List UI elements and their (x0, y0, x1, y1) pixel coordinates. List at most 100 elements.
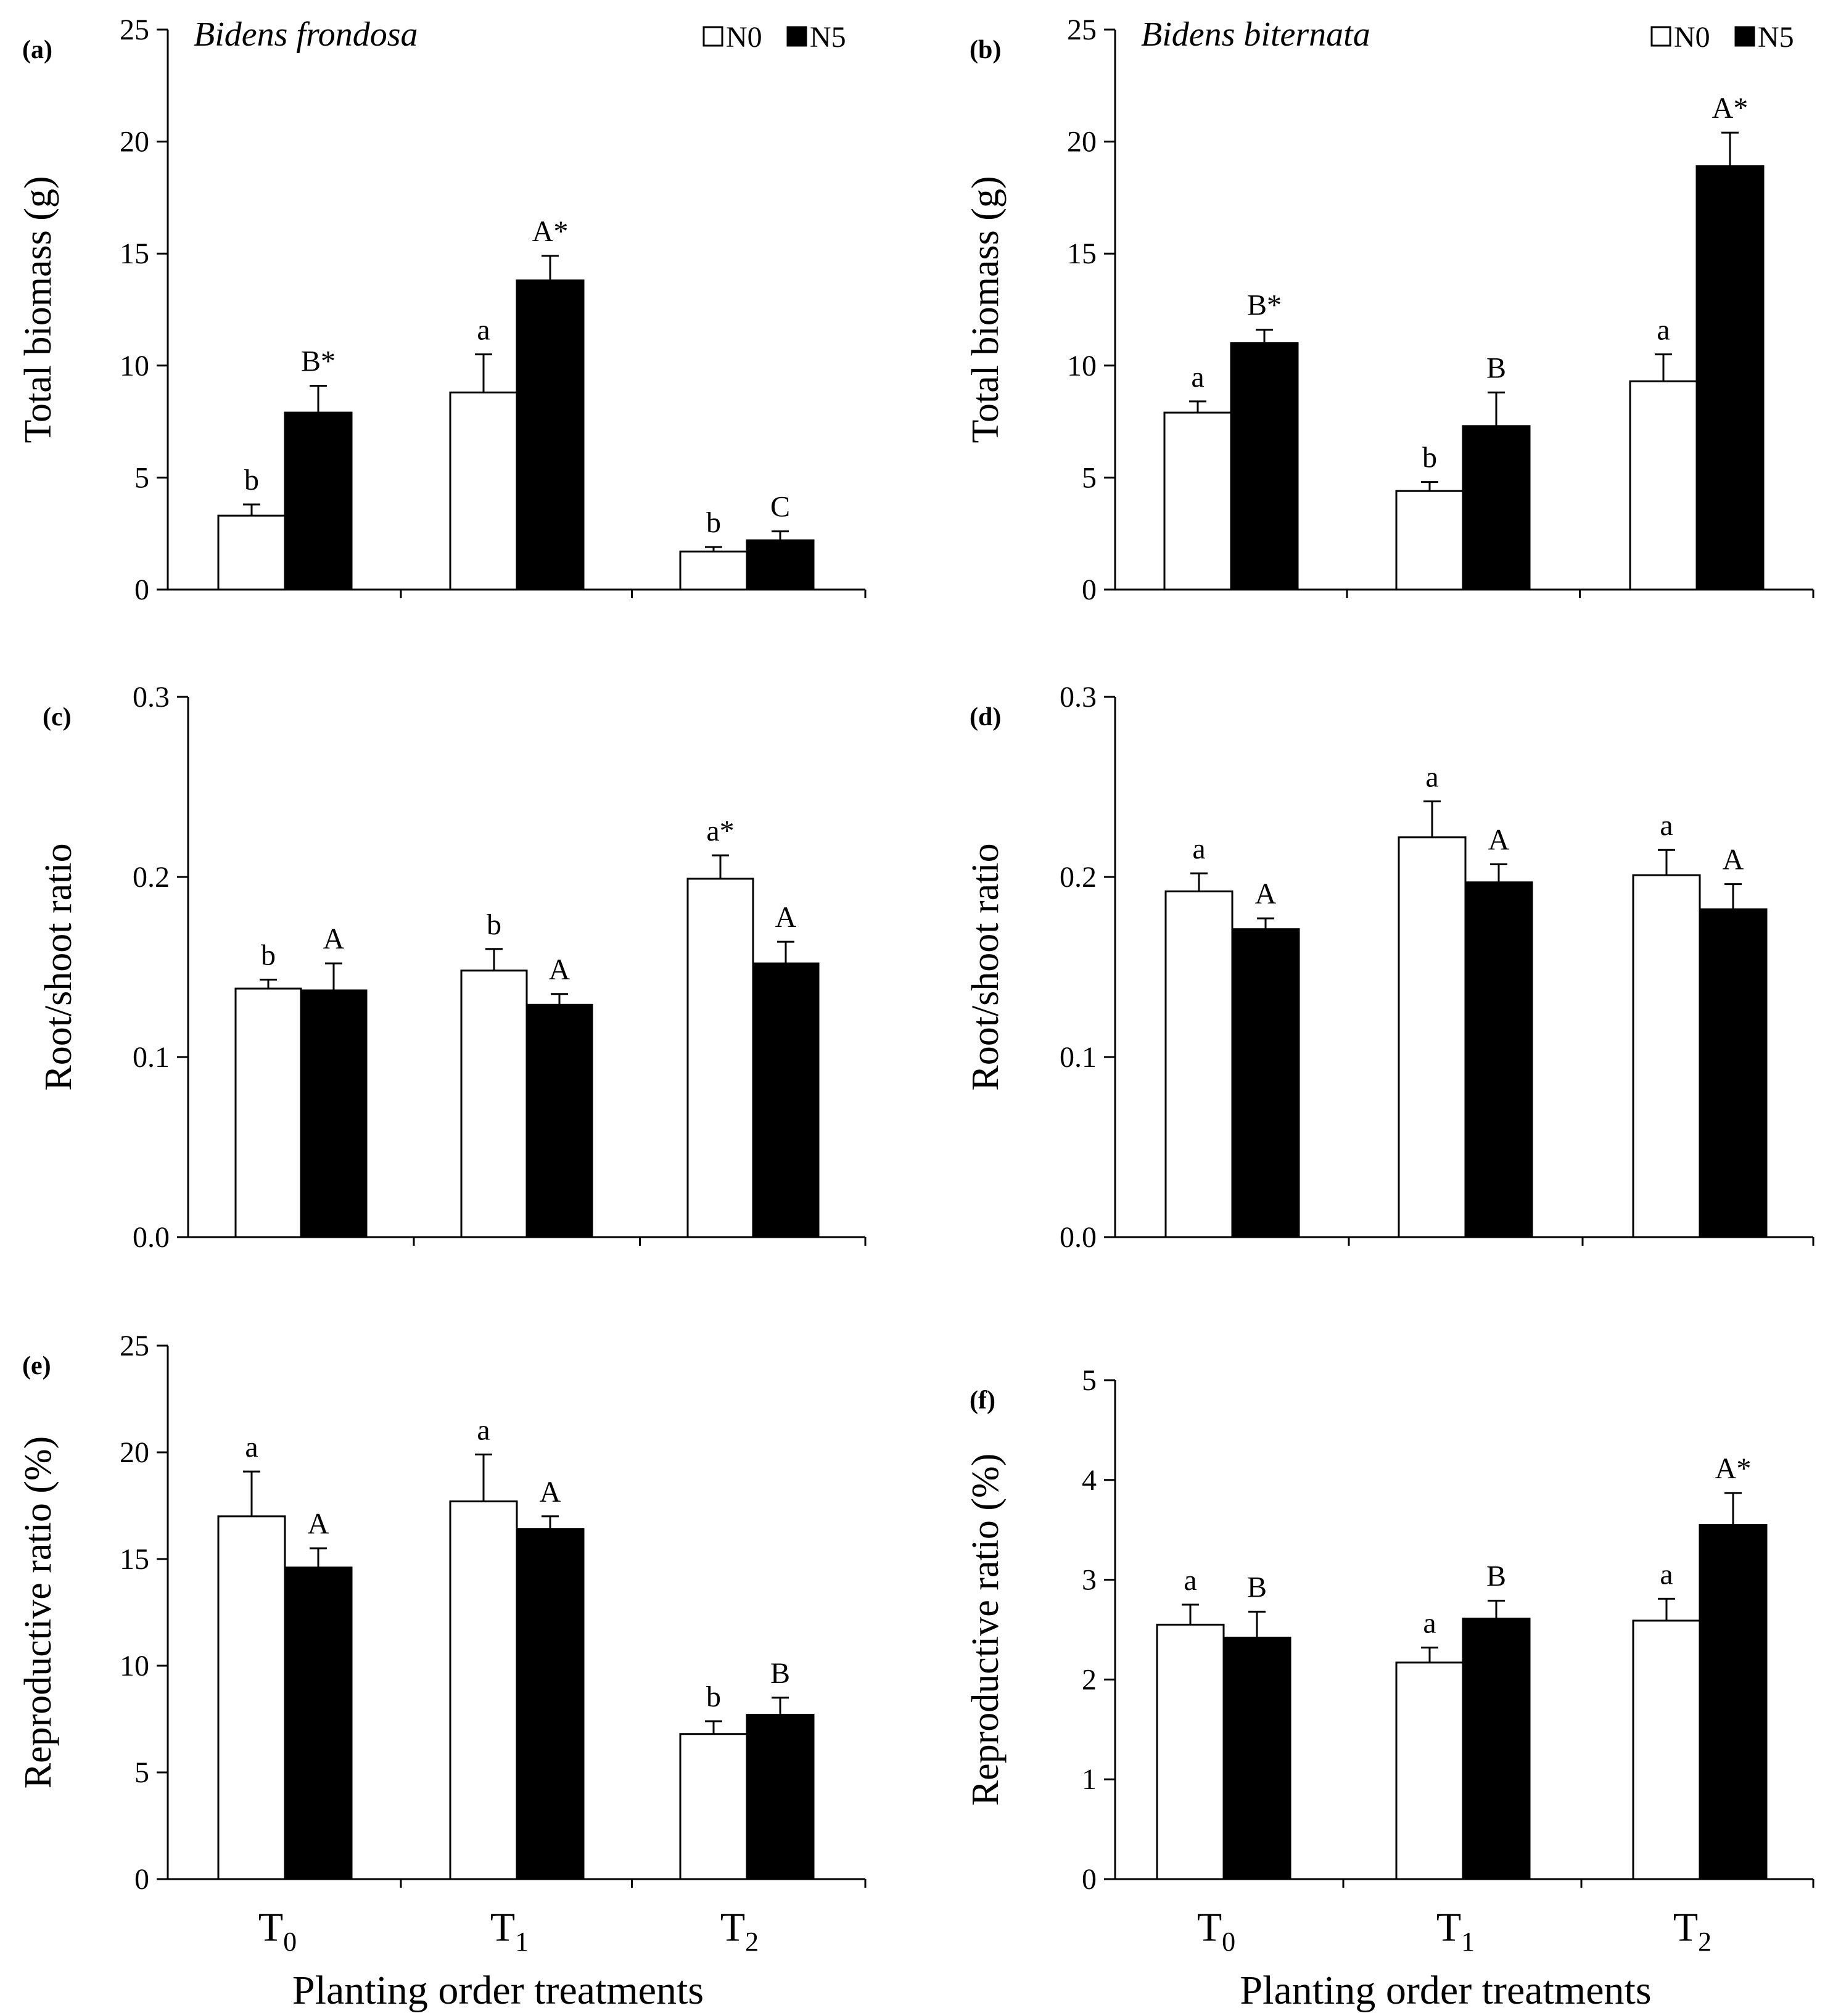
bar-n0-t2 (679, 550, 748, 591)
bar-n5-t0 (1230, 342, 1299, 591)
significance-label: B (1247, 1571, 1267, 1603)
significance-label: b (706, 506, 721, 539)
significance-label: a (1657, 314, 1670, 347)
chart-panel-4: 0.0 0.1 0.2 0.3 Root/shoot ratio (d) a a a A A A (965, 681, 1814, 1254)
significance-label: A (1255, 878, 1277, 910)
significance-label: b (1422, 442, 1437, 474)
y-tick-label: 0 (1082, 1863, 1097, 1896)
bar-n0-t2 (679, 1733, 748, 1880)
y-tick-label: 0.1 (133, 1041, 170, 1074)
significance-label: a (245, 1431, 258, 1463)
x-category-label: T0 (1197, 1905, 1235, 1957)
significance-label: A* (532, 215, 569, 248)
x-axis-title: Planting order treatments (292, 1968, 704, 2013)
significance-label: A (1488, 824, 1510, 857)
panel-letter: (b) (970, 36, 1001, 64)
significance-label: a (1191, 361, 1204, 393)
y-axis-label: Root/shoot ratio (965, 843, 1007, 1090)
significance-label: B* (1247, 289, 1282, 322)
y-tick-label: 5 (134, 1756, 149, 1789)
y-tick-label: 10 (120, 350, 149, 382)
legend-label: N5 (1758, 21, 1794, 54)
bar-n0-t2 (686, 878, 754, 1238)
chart-panel-3: 0.0 0.1 0.2 0.3 Root/shoot ratio (c) b b a* A A A (38, 681, 867, 1254)
bar-n0-t0 (217, 514, 286, 591)
significance-label: A (775, 901, 797, 934)
y-tick-label: 15 (1067, 237, 1097, 270)
x-category-label: T1 (490, 1905, 529, 1957)
x-category-label: T2 (720, 1905, 759, 1957)
bar-n5-t2 (1699, 908, 1768, 1238)
significance-label: b (244, 464, 259, 496)
panel-letter: (f) (970, 1386, 995, 1415)
y-tick-label: 0.0 (133, 1221, 170, 1254)
bar-n5-t1 (525, 1003, 593, 1238)
panel-letter: (c) (43, 703, 72, 731)
panel-letter: (e) (22, 1352, 51, 1380)
significance-label: A (308, 1508, 329, 1541)
y-tick-label: 0 (134, 1863, 149, 1896)
significance-label: A (549, 953, 570, 986)
y-tick-label: 25 (120, 1330, 149, 1362)
significance-label: a (1192, 833, 1205, 865)
significance-label: a (1423, 1607, 1436, 1640)
bar-n0-t0 (217, 1515, 286, 1880)
x-axis-title: Planting order treatments (1240, 1968, 1651, 2013)
legend-swatch-n5 (1734, 26, 1755, 47)
bar-n0-t0 (1163, 411, 1232, 591)
bar-n0-t1 (1395, 1661, 1464, 1880)
y-tick-label: 15 (120, 237, 149, 270)
y-tick-label: 10 (1067, 350, 1097, 382)
y-tick-label: 2 (1082, 1663, 1097, 1696)
species-title: Bidens biternata (1141, 15, 1370, 54)
bar-n5-t1 (1464, 881, 1533, 1238)
y-axis-label: Reproductive ratio (%) (965, 1454, 1007, 1806)
bar-n5-t2 (1699, 1524, 1768, 1880)
species-title: Bidens frondosa (194, 15, 418, 54)
y-tick-label: 10 (120, 1650, 149, 1682)
significance-label: C (770, 491, 790, 524)
significance-label: a (1184, 1564, 1197, 1597)
bar-n0-t1 (460, 969, 528, 1238)
significance-label: b (261, 939, 276, 971)
bar-n5-t0 (1231, 928, 1300, 1238)
y-tick-label: 5 (134, 461, 149, 494)
significance-label: a (477, 314, 490, 347)
y-tick-label: 20 (120, 1436, 149, 1469)
significance-label: a* (706, 815, 734, 847)
significance-label: A* (1712, 92, 1749, 125)
chart-panel-6: 0 1 2 3 4 5 Reproductive ratio (%) (f) a a a B B A* T0… (965, 1364, 1814, 2013)
significance-label: A (1723, 844, 1744, 876)
y-tick-label: 0 (134, 574, 149, 606)
y-tick-label: 1 (1082, 1763, 1097, 1796)
significance-label: b (487, 908, 501, 941)
significance-label: A* (1715, 1452, 1752, 1485)
y-tick-label: 0.3 (133, 681, 170, 714)
y-tick-label: 20 (120, 126, 149, 158)
y-tick-label: 25 (120, 14, 149, 46)
y-axis-label: Root/shoot ratio (38, 843, 80, 1090)
y-tick-label: 4 (1082, 1464, 1097, 1497)
legend-label: N5 (810, 21, 846, 54)
bar-n0-t2 (1632, 874, 1701, 1238)
bar-n5-t2 (1695, 165, 1765, 591)
significance-label: a (477, 1413, 490, 1446)
chart-panel-1: 0 5 10 15 20 25 Total biomass (g) (a) Bidens fro… (17, 14, 867, 606)
significance-label: B* (301, 345, 336, 377)
bar-n0-t2 (1629, 380, 1698, 591)
y-tick-label: 0.0 (1060, 1221, 1097, 1254)
panel-letter: (a) (22, 36, 52, 64)
y-tick-label: 15 (120, 1543, 149, 1576)
bar-n0-t1 (1398, 836, 1467, 1238)
significance-label: B (1486, 352, 1506, 384)
bar-n5-t0 (1222, 1636, 1291, 1880)
significance-label: A (323, 923, 345, 955)
y-tick-label: 5 (1082, 1364, 1097, 1397)
y-tick-label: 0.2 (133, 861, 170, 894)
legend-label: N0 (726, 21, 762, 54)
x-category-label: T2 (1673, 1905, 1711, 1957)
significance-label: B (770, 1657, 790, 1690)
bar-n5-t2 (752, 962, 820, 1238)
y-tick-label: 3 (1082, 1564, 1097, 1597)
x-category-label: T0 (258, 1905, 297, 1957)
